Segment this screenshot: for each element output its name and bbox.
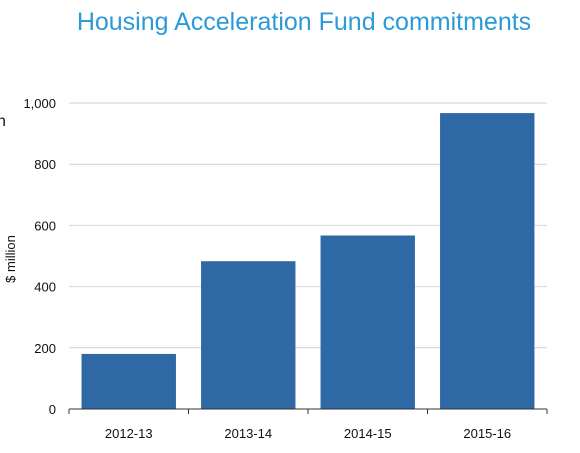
bars: [81, 113, 535, 410]
y-tick-label: 800: [34, 157, 56, 172]
y-tick-label: 600: [34, 218, 56, 233]
x-tick-label: 2012-13: [105, 426, 153, 441]
bar-2013-14: [201, 261, 296, 409]
y-tick-labels: 0 200 400 600 800 1,000: [23, 96, 56, 417]
axes: [68, 408, 548, 414]
y-tick-label: 0: [49, 402, 56, 417]
y-tick-label: 1,000: [23, 96, 56, 111]
x-tick-label: 2013-14: [224, 426, 272, 441]
bar-2014-15: [320, 235, 415, 409]
bar-2012-13: [81, 353, 176, 409]
bar-2015-16: [440, 113, 535, 410]
cropped-text-fragment: n: [0, 113, 6, 130]
y-tick-label: 400: [34, 280, 56, 295]
x-tick-labels: 2012-13 2013-14 2014-15 2015-16: [105, 426, 511, 441]
x-tick-label: 2015-16: [463, 426, 511, 441]
chart-title: Housing Acceleration Fund commitments: [76, 8, 532, 36]
y-tick-label: 200: [34, 341, 56, 356]
x-tick-label: 2014-15: [344, 426, 392, 441]
y-axis-title: $ million: [3, 235, 18, 283]
